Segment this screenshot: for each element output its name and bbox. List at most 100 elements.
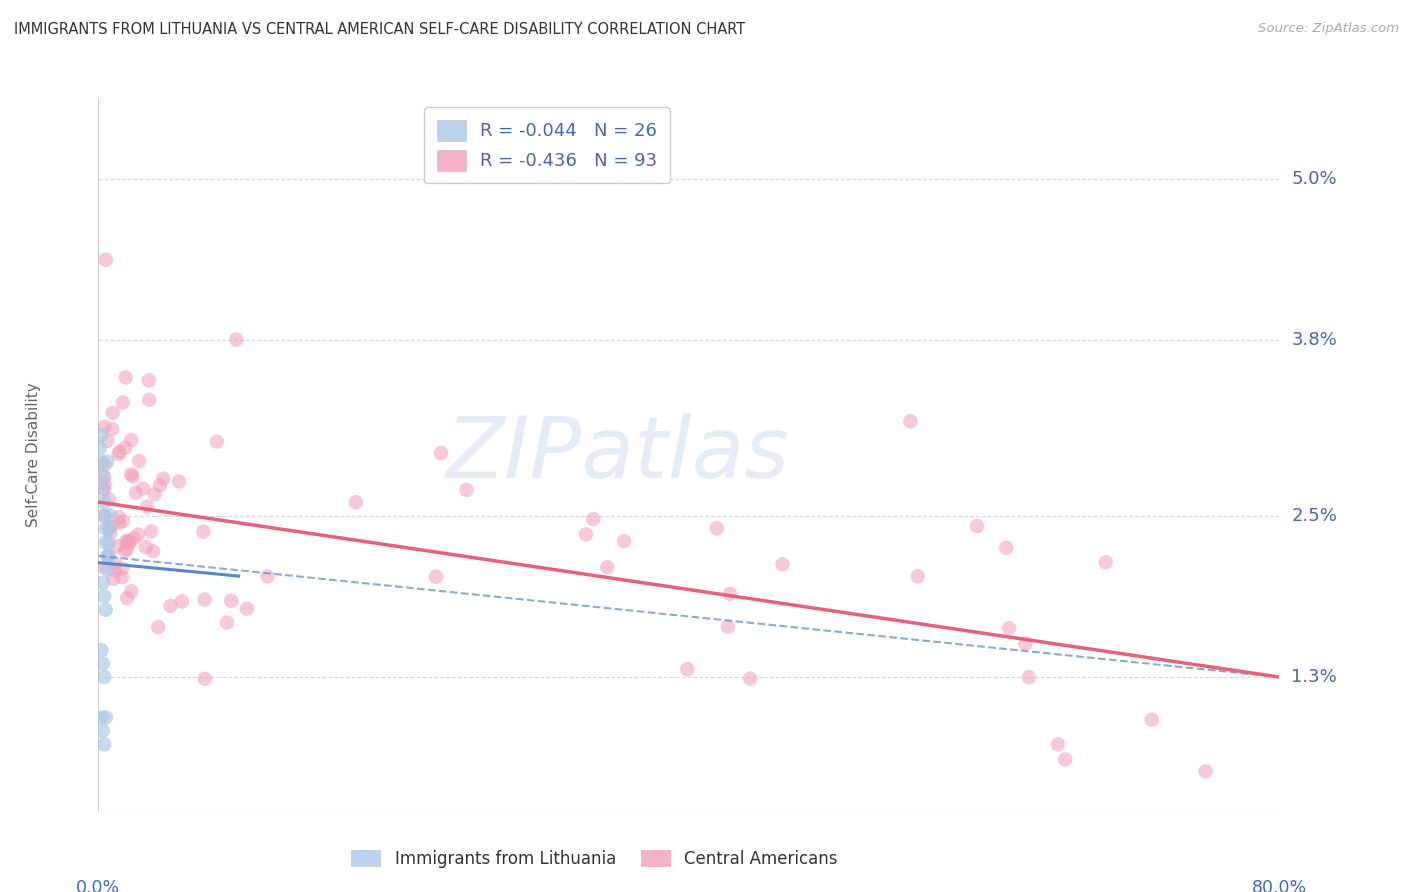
Point xyxy=(167,475,190,489)
Point xyxy=(135,540,157,554)
Point xyxy=(91,657,114,671)
Point xyxy=(344,495,367,509)
Point xyxy=(219,593,242,607)
Point xyxy=(120,584,142,599)
Point xyxy=(236,601,259,615)
Point xyxy=(111,570,134,584)
Point xyxy=(96,455,118,469)
Point xyxy=(122,532,145,546)
Point xyxy=(96,434,118,448)
Point xyxy=(194,592,217,607)
Point xyxy=(98,508,121,523)
Point xyxy=(740,672,762,686)
Point xyxy=(717,620,740,634)
Point xyxy=(1046,738,1069,752)
Text: Self-Care Disability: Self-Care Disability xyxy=(25,383,41,527)
Point xyxy=(97,549,120,563)
Point xyxy=(718,587,741,601)
Point xyxy=(143,487,166,501)
Point xyxy=(91,723,114,738)
Point xyxy=(96,549,118,563)
Point xyxy=(998,621,1021,635)
Point xyxy=(93,483,115,497)
Point xyxy=(142,544,165,558)
Point xyxy=(1014,636,1036,650)
Point xyxy=(1018,670,1040,684)
Point xyxy=(96,562,118,576)
Point xyxy=(93,738,115,752)
Point xyxy=(136,500,159,514)
Point xyxy=(93,508,115,523)
Point xyxy=(225,333,247,347)
Point xyxy=(94,477,117,491)
Point xyxy=(94,252,117,267)
Point xyxy=(132,482,155,496)
Point xyxy=(117,535,139,549)
Text: 2.5%: 2.5% xyxy=(1291,507,1337,524)
Point xyxy=(107,539,129,553)
Point xyxy=(115,533,138,548)
Point xyxy=(120,467,142,482)
Point xyxy=(93,589,115,603)
Point xyxy=(98,492,121,507)
Point xyxy=(94,603,117,617)
Point xyxy=(108,444,131,458)
Point xyxy=(141,524,163,539)
Point xyxy=(101,422,124,436)
Point xyxy=(900,414,922,428)
Text: 1.3%: 1.3% xyxy=(1291,668,1337,686)
Point xyxy=(111,395,134,409)
Point xyxy=(170,594,193,608)
Point xyxy=(114,370,136,384)
Point xyxy=(93,509,115,524)
Point xyxy=(456,483,478,497)
Point xyxy=(90,710,112,724)
Point xyxy=(676,662,699,676)
Point xyxy=(118,533,141,548)
Point xyxy=(706,521,728,535)
Point xyxy=(97,535,120,549)
Point xyxy=(138,392,160,407)
Point xyxy=(108,516,131,530)
Point xyxy=(114,441,136,455)
Point xyxy=(101,406,124,420)
Point xyxy=(205,434,228,449)
Point xyxy=(112,514,135,528)
Point xyxy=(193,524,215,539)
Point xyxy=(152,472,174,486)
Point xyxy=(115,591,138,606)
Point xyxy=(575,527,598,541)
Point xyxy=(148,620,170,634)
Point xyxy=(94,710,117,724)
Point xyxy=(118,536,141,550)
Point xyxy=(613,534,636,549)
Point xyxy=(966,519,988,533)
Point xyxy=(91,468,114,483)
Point xyxy=(93,560,115,574)
Point xyxy=(215,615,238,630)
Text: ZIPatlas: ZIPatlas xyxy=(446,413,790,497)
Point xyxy=(194,672,217,686)
Point xyxy=(93,419,115,434)
Point xyxy=(104,564,127,578)
Point xyxy=(425,570,447,584)
Point xyxy=(121,469,143,483)
Point xyxy=(596,560,619,574)
Point xyxy=(94,522,117,536)
Point xyxy=(127,527,149,541)
Point xyxy=(125,485,148,500)
Point xyxy=(93,470,115,484)
Point xyxy=(97,522,120,536)
Text: 0.0%: 0.0% xyxy=(76,879,121,892)
Point xyxy=(995,541,1018,555)
Point xyxy=(128,454,150,468)
Text: IMMIGRANTS FROM LITHUANIA VS CENTRAL AMERICAN SELF-CARE DISABILITY CORRELATION C: IMMIGRANTS FROM LITHUANIA VS CENTRAL AME… xyxy=(14,22,745,37)
Point xyxy=(107,447,129,461)
Point xyxy=(111,561,134,575)
Point xyxy=(114,544,136,558)
Point xyxy=(93,495,115,509)
Text: 80.0%: 80.0% xyxy=(1251,879,1308,892)
Point xyxy=(91,575,114,590)
Point xyxy=(94,535,117,549)
Point xyxy=(93,458,115,472)
